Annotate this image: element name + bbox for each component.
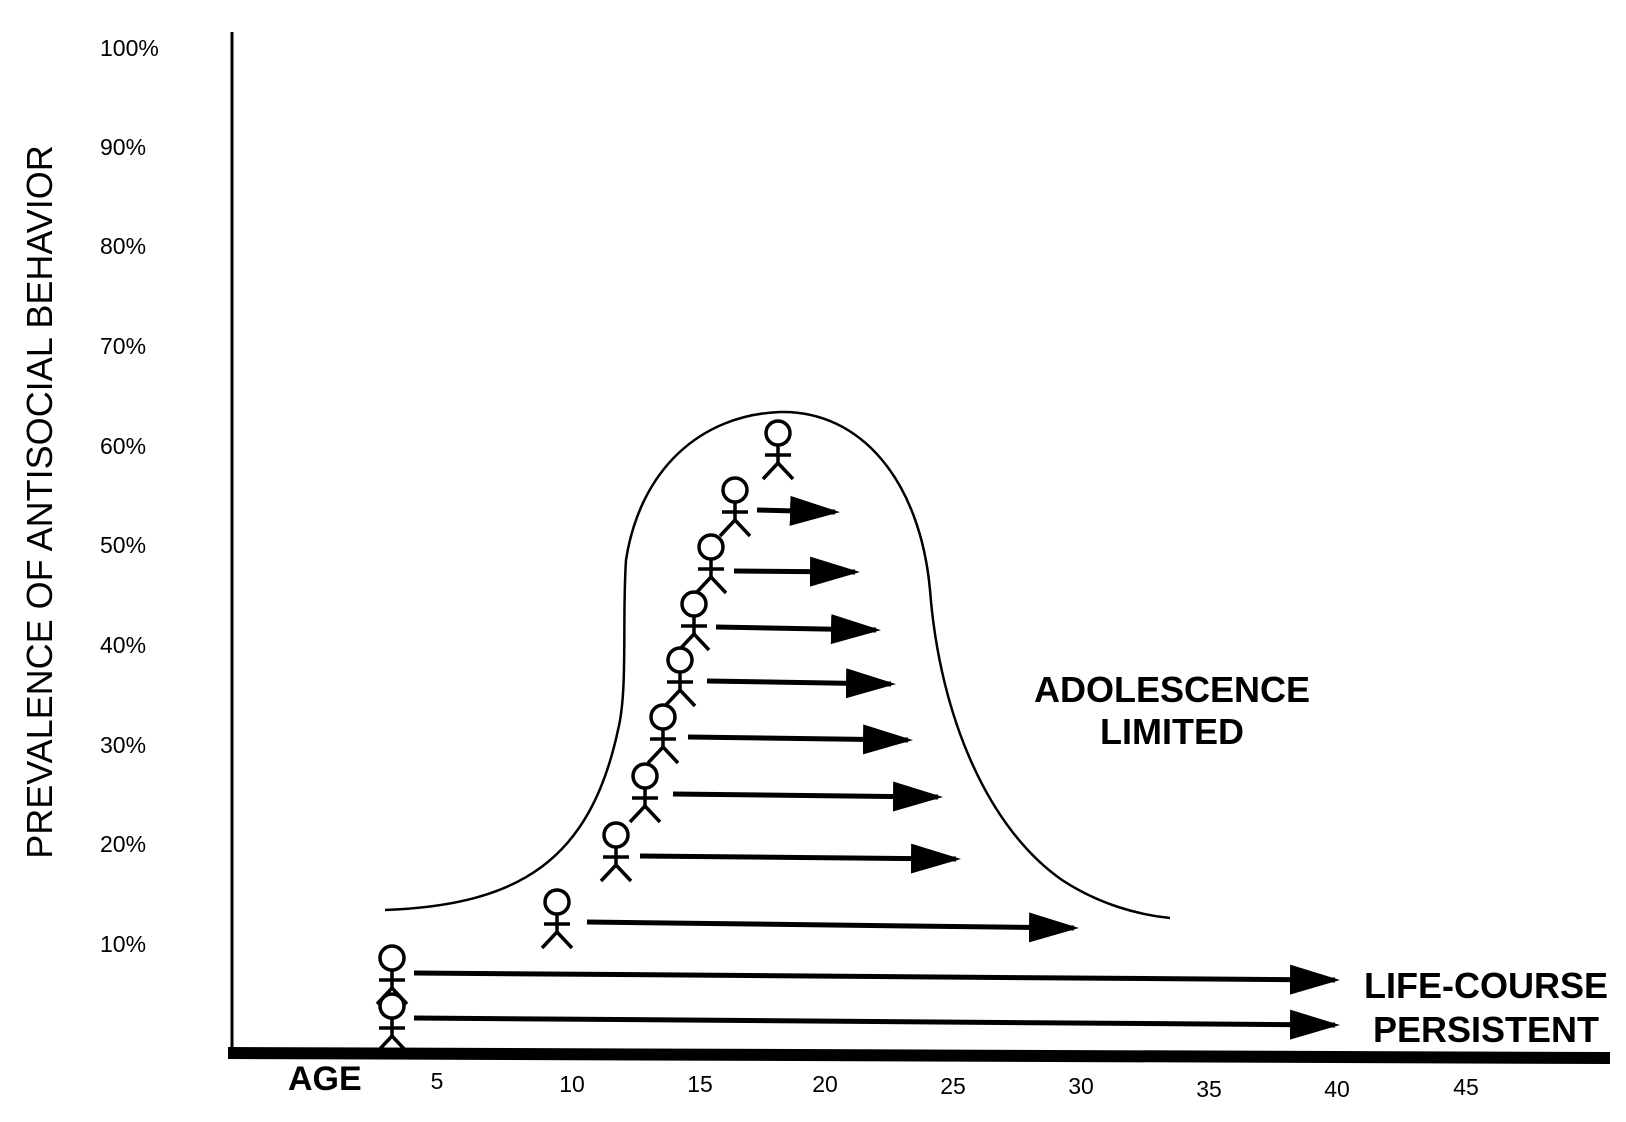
desistance-arrow [586, 912, 1079, 943]
desistance-arrow [639, 843, 961, 874]
person-icon [375, 992, 409, 1054]
x-tick-label: 35 [1196, 1076, 1222, 1102]
y-tick-label: 50% [100, 532, 146, 558]
x-axis-label: AGE [288, 1060, 362, 1098]
adolescence-limited-label-line2: LIMITED [1100, 711, 1244, 752]
life-course-persistent-label-line1: LIFE-COURSE [1364, 965, 1608, 1006]
adolescence-limited-label-line1: ADOLESCENCE [1034, 669, 1310, 710]
x-tick-label: 25 [940, 1073, 966, 1099]
x-tick-label: 45 [1453, 1074, 1479, 1100]
adolescence-curve [384, 410, 1171, 920]
life-course-arrows [413, 964, 1340, 1040]
y-tick-label: 100% [100, 35, 159, 61]
x-tick-labels: 5 10 15 20 25 30 35 40 45 [431, 1068, 1479, 1102]
life-course-persistent-label-line2: PERSISTENT [1373, 1009, 1599, 1050]
desistance-arrow [672, 781, 943, 812]
x-tick-label: 10 [559, 1071, 585, 1097]
y-tick-label: 30% [100, 732, 146, 758]
adolescence-figures [540, 419, 795, 950]
y-tick-labels: 100% 90% 80% 70% 60% 50% 40% 30% 20% 10% [100, 35, 159, 957]
x-tick-label: 30 [1068, 1073, 1094, 1099]
person-icon [677, 590, 711, 652]
desistance-arrow [715, 614, 881, 645]
x-tick-label: 40 [1324, 1076, 1350, 1102]
person-icon [663, 646, 697, 708]
y-tick-label: 90% [100, 134, 146, 160]
y-tick-label: 40% [100, 632, 146, 658]
y-axis-label: PREVALENCE OF ANTISOCIAL BEHAVIOR [19, 145, 60, 859]
person-icon [628, 762, 662, 824]
person-icon [599, 821, 633, 883]
y-tick-label: 80% [100, 233, 146, 259]
person-icon [540, 888, 574, 950]
desistance-arrow [706, 668, 896, 699]
adolescence-arrows [586, 495, 1079, 943]
person-icon [694, 533, 728, 595]
y-tick-label: 20% [100, 831, 146, 857]
x-tick-label: 20 [812, 1071, 838, 1097]
life-course-figures [375, 944, 409, 1054]
persistence-arrow [413, 1009, 1340, 1040]
x-tick-label: 15 [687, 1071, 713, 1097]
y-tick-label: 70% [100, 333, 146, 359]
x-axis-line [227, 1047, 1611, 1064]
person-icon [718, 476, 752, 538]
persistence-arrow [413, 964, 1340, 995]
desistance-arrow [733, 556, 860, 587]
person-icon [646, 703, 680, 765]
desistance-arrow [756, 495, 840, 526]
y-tick-label: 10% [100, 931, 146, 957]
y-tick-label: 60% [100, 433, 146, 459]
desistance-arrow [687, 724, 913, 755]
person-icon [761, 419, 795, 481]
x-tick-label: 5 [431, 1068, 444, 1094]
